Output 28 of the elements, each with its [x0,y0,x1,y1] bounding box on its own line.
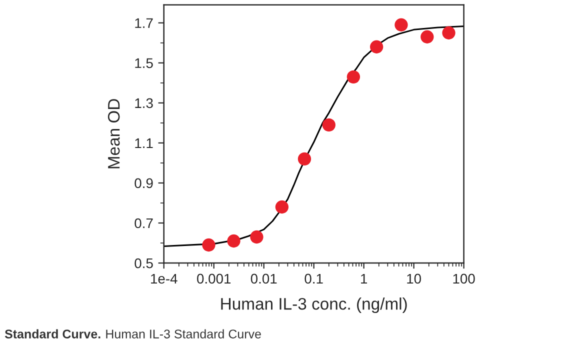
y-tick-label: 1.1 [135,138,153,148]
point [370,40,384,54]
point [227,234,240,248]
point [202,238,216,252]
y-tick-label: 1.5 [135,58,153,68]
y-tick-label: 0.9 [134,178,153,188]
y-tick-label: 1.3 [135,98,153,108]
x-axis-title: Human IL-3 conc. (ng/ml) [221,298,407,314]
x-tick-label: 100 [453,274,475,284]
x-tick-label: 0.01 [250,274,277,284]
y-tick-label: 0.7 [134,218,153,228]
point [298,152,312,166]
point [250,230,264,244]
x-tick-label: 1e-4 [151,274,178,284]
point [346,70,360,84]
point [394,18,408,32]
x-tick-label: 10 [407,274,421,284]
text: Standard Curve. [4,329,100,338]
y-tick-label: 1.7 [135,18,153,28]
point [442,26,456,40]
x-tick-label: 0.1 [304,274,323,284]
point [322,118,336,132]
x-tick-label: 1 [361,274,368,284]
y-tick-label: 0.5 [134,258,153,268]
text: Human IL-3 Standard Curve [106,329,261,338]
y-axis-title: Mean OD [108,99,120,168]
x-tick-label: 0.001 [197,274,231,284]
point [275,200,289,214]
